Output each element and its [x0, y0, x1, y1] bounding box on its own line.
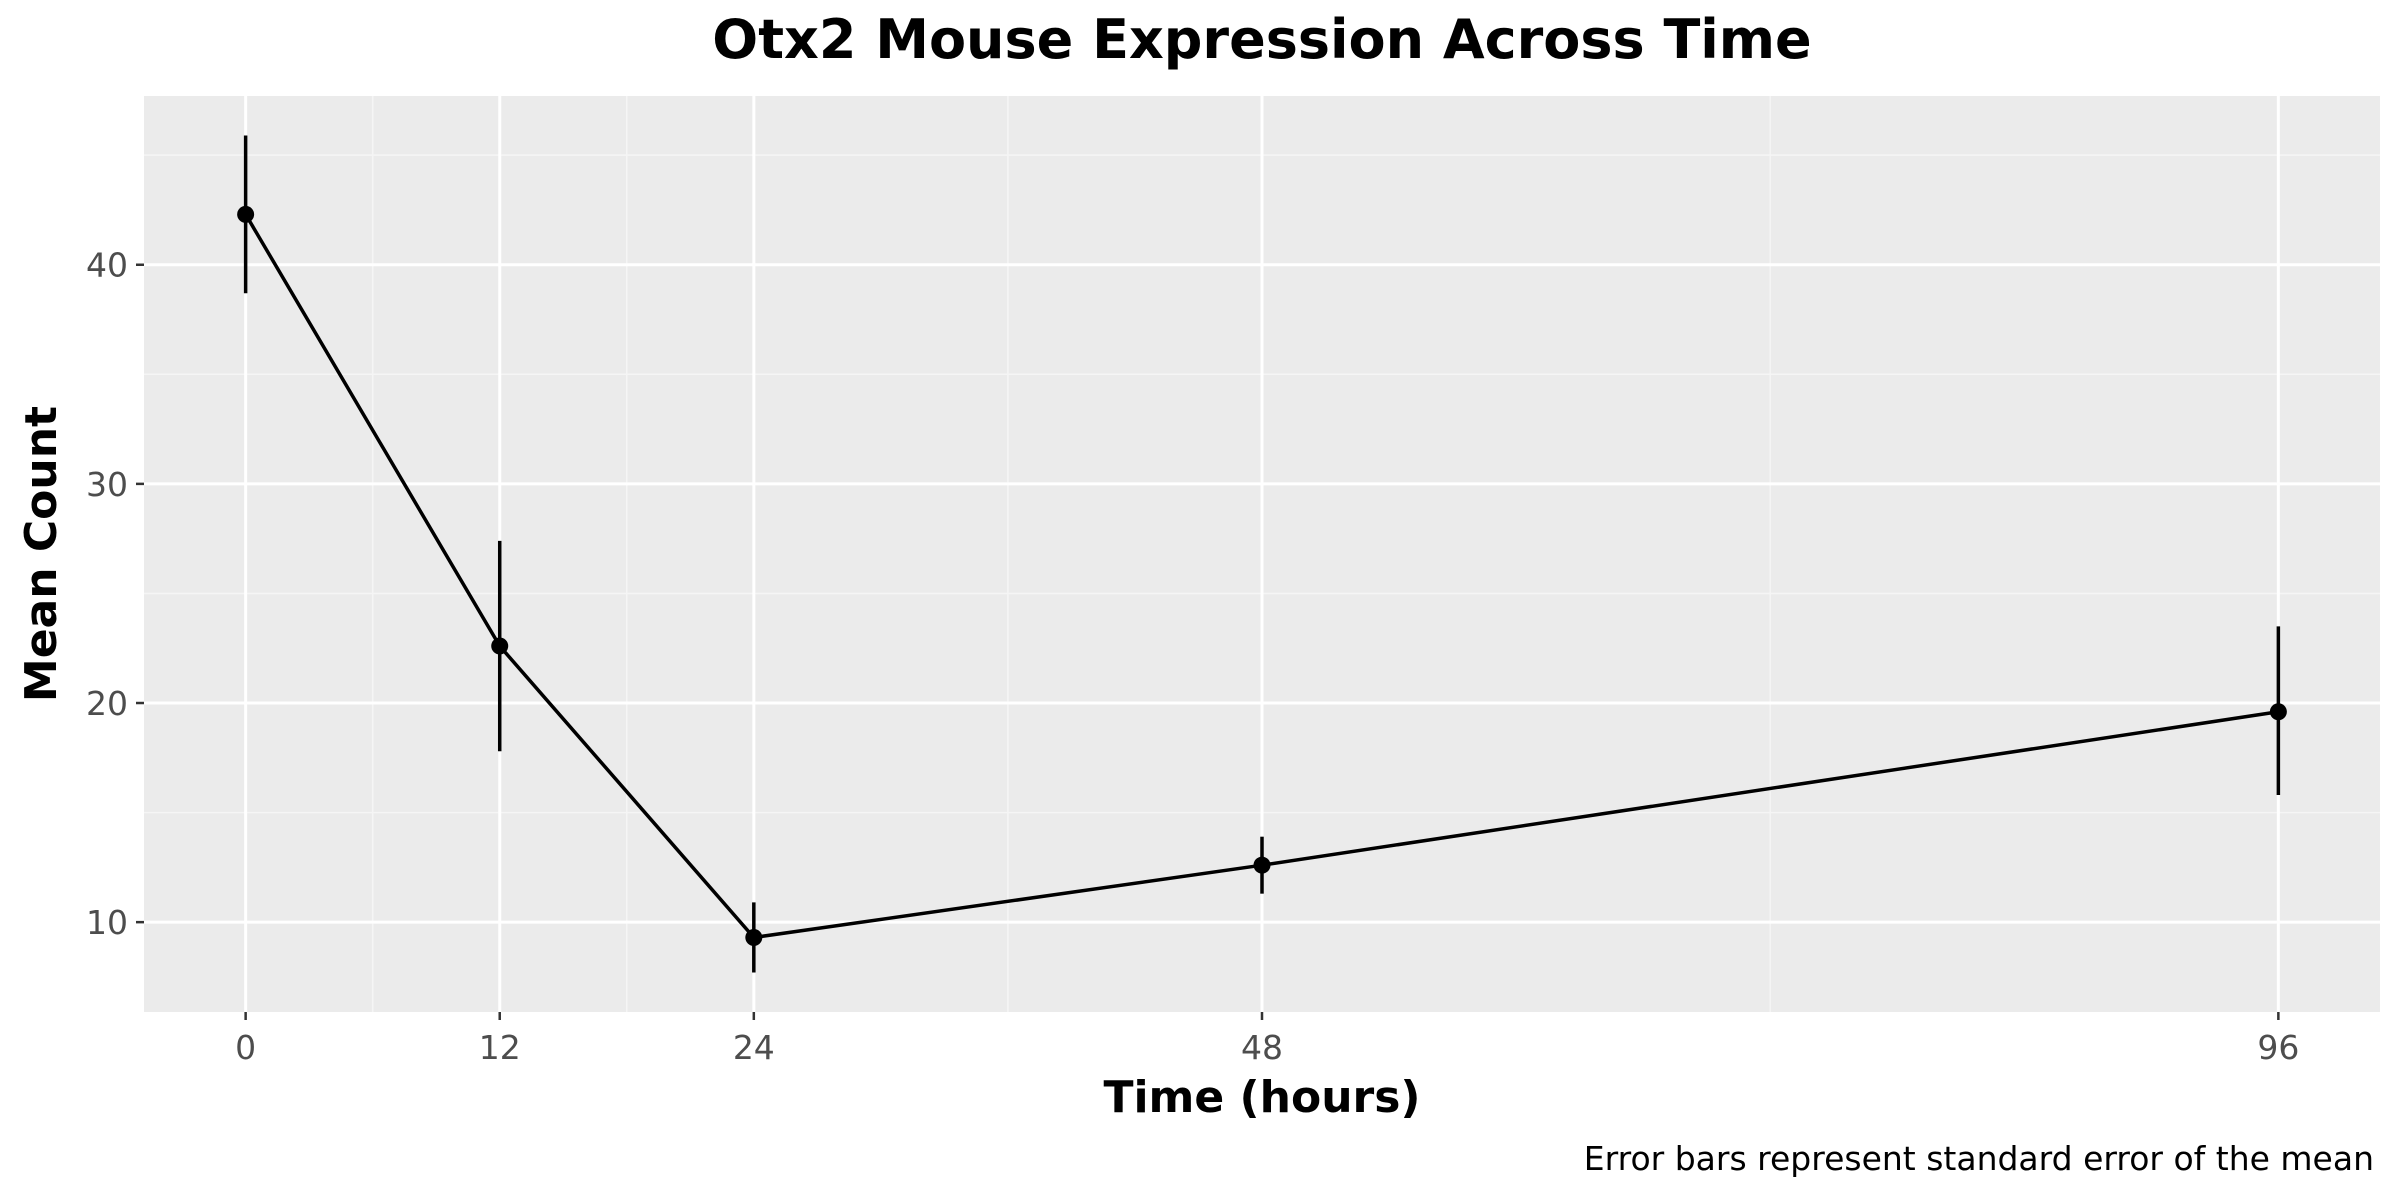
x-tick-label: 96	[2257, 1028, 2299, 1067]
data-layer	[237, 135, 2287, 973]
axis-ticks	[136, 263, 2280, 1020]
y-tick-label: 30	[86, 465, 128, 504]
y-tick-label: 10	[86, 903, 128, 942]
x-axis-label: Time (hours)	[1103, 1072, 1420, 1123]
chart-title: Otx2 Mouse Expression Across Time	[712, 8, 1811, 71]
data-point	[491, 637, 509, 655]
x-tick-label: 0	[235, 1028, 256, 1067]
x-tick-label: 48	[1241, 1028, 1283, 1067]
y-axis-label: Mean Count	[16, 406, 67, 702]
x-tick-label: 24	[733, 1028, 775, 1067]
x-tick-label: 12	[479, 1028, 521, 1067]
chart-caption: Error bars represent standard error of t…	[1584, 1139, 2374, 1178]
data-point	[745, 928, 763, 946]
tick-labels: 0 12 24 48 96 10 20 30 40	[86, 246, 2299, 1067]
y-tick-label: 20	[86, 684, 128, 723]
y-tick-label: 40	[86, 246, 128, 285]
data-point	[237, 205, 255, 223]
data-point	[1253, 856, 1271, 874]
data-point	[2269, 703, 2287, 721]
